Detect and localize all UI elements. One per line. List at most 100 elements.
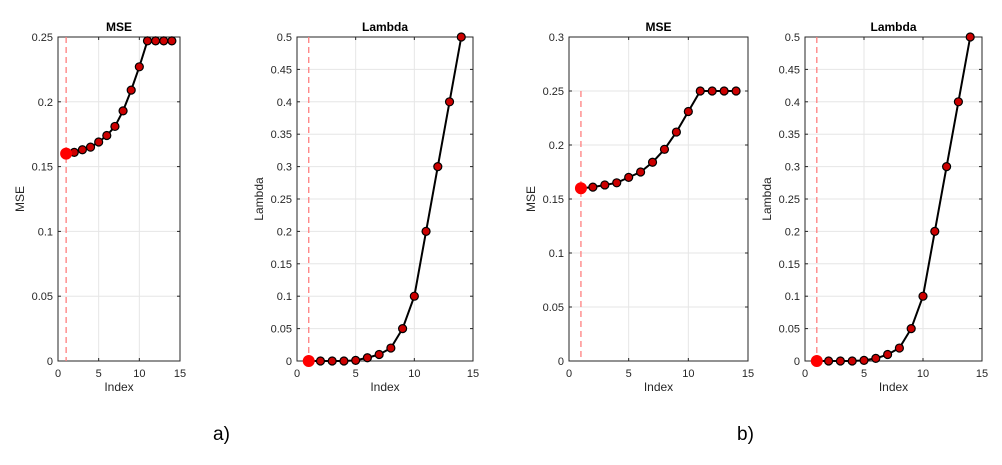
data-point [339, 356, 349, 366]
y-tick-label: 0.5 [277, 32, 292, 44]
x-tick-label: 15 [174, 368, 186, 380]
y-tick-label: 0.25 [543, 86, 564, 98]
chart-title: MSE [645, 20, 671, 34]
data-point [433, 162, 443, 172]
data-point [683, 106, 693, 117]
y-tick-label: 0.5 [785, 32, 800, 44]
y-tick-label: 0.15 [779, 259, 800, 271]
data-point [126, 85, 136, 95]
data-point [859, 355, 869, 365]
y-tick-label: 0.4 [277, 97, 292, 109]
y-tick-label: 0 [558, 356, 564, 368]
data-point [118, 106, 128, 116]
data-point [835, 356, 846, 366]
data-point [882, 349, 893, 360]
data-point [635, 167, 646, 177]
y-tick-label: 0.25 [32, 32, 53, 44]
data-point [351, 355, 361, 365]
panel-a-caption: a) [213, 424, 230, 445]
y-tick-label: 0.25 [779, 194, 800, 206]
y-tick-label: 0.3 [549, 32, 564, 44]
x-tick-label: 0 [55, 368, 61, 380]
x-tick-label: 0 [566, 368, 572, 380]
y-tick-label: 0.2 [785, 226, 800, 238]
x-axis-label: Index [879, 380, 908, 394]
plot-a-lambda: 0 5 10 15 0 0.05 0.1 0.15 0.2 0.25 0.3 0.35 0.4 0.45 0… [252, 20, 479, 394]
chart-title: MSE [106, 20, 132, 34]
plot-b-mse: 0 5 10 15 0 0.05 0.1 0.15 0.2 0.25 0.3 MSE Index MSE [524, 20, 754, 394]
data-point [456, 32, 466, 42]
data-point [151, 36, 161, 46]
y-tick-label: 0.45 [779, 64, 800, 76]
y-tick-label: 0 [794, 356, 800, 368]
y-tick-label: 0 [286, 356, 292, 368]
y-tick-label: 0 [47, 356, 53, 368]
x-tick-label: 10 [408, 368, 420, 380]
data-point [444, 97, 455, 107]
data-point [906, 324, 916, 334]
data-point [953, 97, 964, 107]
data-point [134, 62, 144, 72]
y-tick-label: 0.3 [785, 162, 800, 174]
data-point [659, 144, 670, 154]
data-point [421, 226, 431, 236]
x-tick-label: 15 [467, 368, 479, 380]
data-point [624, 172, 634, 182]
y-tick-label: 0.2 [38, 97, 53, 109]
y-axis-label: Lambda [760, 177, 774, 221]
data-point [894, 343, 905, 353]
x-axis-label: Index [370, 380, 399, 394]
data-point [167, 36, 177, 46]
y-axis-label: MSE [13, 186, 27, 212]
data-point [374, 349, 384, 360]
selected-data-point [60, 147, 73, 160]
x-tick-label: 0 [294, 368, 300, 380]
data-point [588, 182, 598, 192]
axes-frame [57, 36, 181, 362]
y-tick-label: 0.4 [785, 97, 800, 109]
data-point [159, 36, 169, 46]
data-point [77, 145, 88, 155]
y-tick-label: 0.05 [543, 302, 564, 314]
x-tick-label: 10 [917, 368, 929, 380]
data-point [110, 121, 120, 132]
y-tick-label: 0.15 [543, 194, 564, 206]
chart-title: Lambda [362, 20, 408, 34]
y-tick-label: 0.3 [277, 162, 292, 174]
y-tick-label: 0.2 [549, 140, 564, 152]
y-tick-label: 0.15 [32, 162, 53, 174]
data-point [719, 86, 729, 96]
data-point [671, 127, 682, 137]
plot-a-mse: 0 5 10 15 0 0.05 0.1 0.15 0.2 0.25 MSE Index MSE [13, 20, 186, 394]
x-tick-label: 0 [802, 368, 808, 380]
data-point [327, 356, 337, 366]
data-point [930, 226, 940, 236]
y-axis-label: MSE [524, 186, 538, 212]
y-tick-label: 0.1 [785, 291, 800, 303]
data-point [142, 36, 153, 46]
y-tick-label: 0.1 [277, 291, 292, 303]
data-point [965, 32, 975, 42]
data-point [362, 353, 372, 363]
x-axis-label: Index [644, 380, 673, 394]
y-axis-label: Lambda [252, 177, 266, 221]
chart-title: Lambda [870, 20, 916, 34]
x-tick-label: 15 [976, 368, 988, 380]
x-tick-label: 10 [682, 368, 694, 380]
data-point [941, 162, 952, 172]
data-point [409, 291, 419, 301]
data-point [695, 86, 705, 96]
x-tick-label: 5 [96, 368, 102, 380]
y-tick-label: 0.35 [271, 129, 292, 141]
data-point [102, 130, 112, 141]
x-tick-label: 5 [861, 368, 867, 380]
y-tick-label: 0.35 [779, 129, 800, 141]
y-tick-label: 0.2 [277, 226, 292, 238]
data-point [85, 142, 96, 152]
y-tick-label: 0.05 [271, 324, 292, 336]
data-point [600, 180, 610, 190]
data-point [315, 356, 326, 366]
selected-data-point [302, 355, 315, 367]
